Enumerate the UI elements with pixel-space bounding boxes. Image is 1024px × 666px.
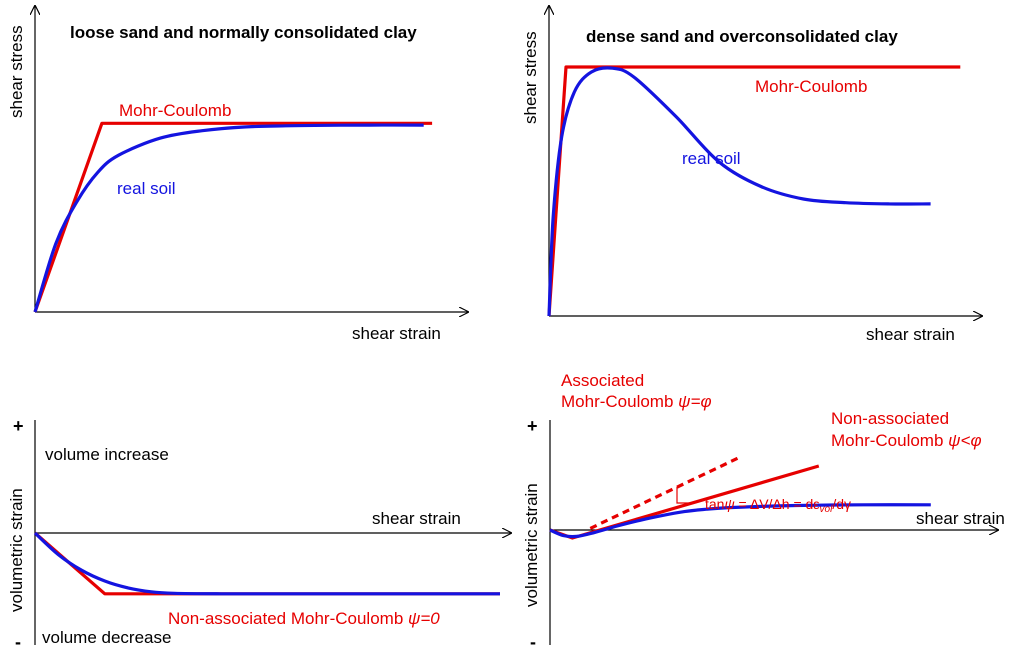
p4-nonassoc-text: Mohr-Coulomb (831, 431, 948, 450)
p2-series-mohr-coulomb (547, 65, 961, 317)
p4-plus-label: + (527, 416, 538, 436)
panel-2: dense sand and overconsolidated clay she… (521, 6, 982, 344)
p4-nonassoc-label-2: Mohr-Coulomb ψ<φ (831, 431, 982, 450)
p4-assoc-text: Mohr-Coulomb (561, 392, 678, 411)
p4-tan-text: tan (705, 496, 724, 512)
p4-eq2-text: /dγ (832, 496, 851, 512)
p4-assoc-label-1: Associated (561, 371, 644, 390)
p3-xlabel: shear strain (372, 509, 461, 528)
p4-slope-triangle (676, 487, 693, 504)
p1-ylabel: shear stress (7, 25, 26, 118)
p2-ylabel: shear stress (521, 31, 540, 124)
p4-vol-text: vol (820, 504, 834, 515)
p2-mc-label: Mohr-Coulomb (755, 77, 867, 96)
p4-tan-psi: ψ (724, 496, 734, 512)
p4-tan-annotation: tanψ = ΔV/Δh = dεvol/dγ (705, 496, 851, 515)
p1-mc-label: Mohr-Coulomb (119, 101, 231, 120)
p3-psi-text: ψ=0 (408, 609, 440, 628)
p2-series-real-soil (547, 66, 931, 317)
p1-xlabel: shear strain (352, 324, 441, 343)
p4-series-associated (589, 456, 739, 530)
p4-nonassoc-psi: ψ<φ (948, 431, 981, 450)
p3-nonassoc-label: Non-associated Mohr-Coulomb ψ=0 (168, 609, 440, 628)
p2-xlabel: shear strain (866, 325, 955, 344)
p4-assoc-psi: ψ=φ (678, 392, 711, 411)
p2-title: dense sand and overconsolidated clay (586, 27, 898, 46)
p1-real-label: real soil (117, 179, 176, 198)
p4-ylabel: volumetric strain (522, 483, 541, 607)
p1-series-real-soil (33, 123, 424, 313)
p3-ylabel: volumetric strain (7, 488, 26, 612)
panel-4: + - shear strain volumetric strain Assoc… (522, 371, 1005, 652)
p3-series-real-soil (33, 531, 500, 596)
p1-series-mohr-coulomb (33, 121, 433, 313)
p4-xlabel: shear strain (916, 509, 1005, 528)
panel-1: loose sand and normally consolidated cla… (7, 6, 468, 343)
p3-minus-label: - (15, 632, 21, 652)
p3-increase-label: volume increase (45, 445, 169, 464)
p2-real-label: real soil (682, 149, 741, 168)
p4-series-real-soil (549, 503, 931, 539)
p1-title: loose sand and normally consolidated cla… (70, 23, 417, 42)
p3-nonassoc-text: Non-associated Mohr-Coulomb (168, 609, 408, 628)
p4-minus-label: - (530, 632, 536, 652)
panel-3: + - volume increase volume decrease shea… (7, 416, 511, 652)
p3-plus-label: + (13, 416, 24, 436)
p4-assoc-label-2: Mohr-Coulomb ψ=φ (561, 392, 712, 411)
p4-eq1-text: = ΔV/Δh = dε (735, 496, 820, 512)
p3-series-mohr-coulomb (33, 531, 500, 596)
p3-decrease-label: volume decrease (42, 628, 171, 647)
p4-nonassoc-label-1: Non-associated (831, 409, 949, 428)
